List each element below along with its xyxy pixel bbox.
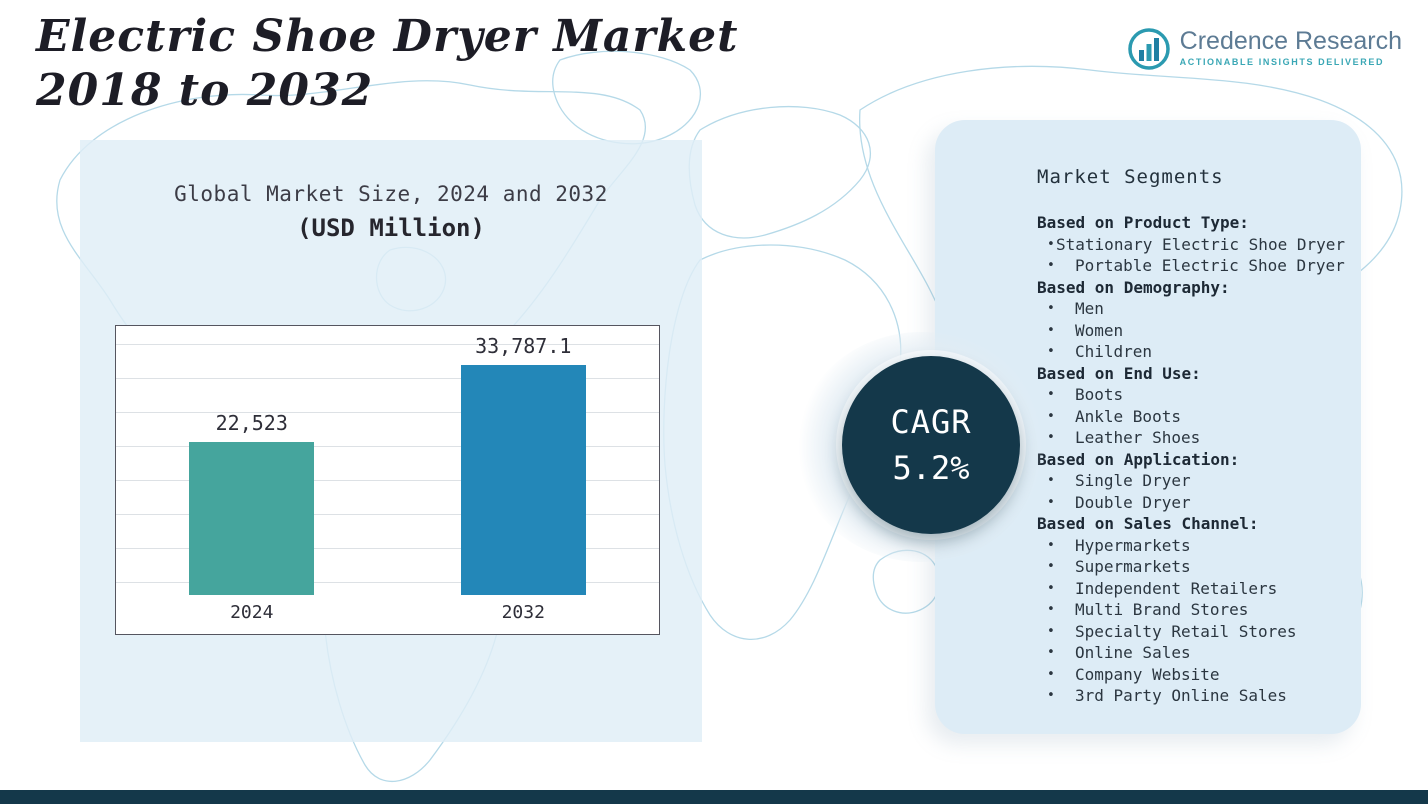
cagr-label: CAGR [890, 403, 972, 441]
credence-logo-icon [1127, 28, 1170, 70]
segment-group-heading: Based on Demography: [1037, 277, 1230, 297]
segment-item: • Men [1037, 298, 1345, 320]
cagr-badge-wrap: CAGR 5.2% [796, 332, 1046, 562]
segment-item-label: Boots [1075, 385, 1124, 404]
segment-item-label: Children [1075, 342, 1153, 361]
bar-value-label: 33,787.1 [475, 334, 572, 358]
segment-item-label: Leather Shoes [1075, 428, 1201, 447]
segment-group-heading: Based on Product Type: [1037, 213, 1249, 232]
segment-item-label: Independent Retailers [1075, 578, 1278, 598]
segment-item-label: Ankle Boots [1075, 406, 1181, 426]
page-title-line1: Electric Shoe Dryer Market [36, 11, 739, 62]
bullet-icon: • [1047, 236, 1055, 252]
page-title: Electric Shoe Dryer Market 2018 to 2032 [36, 10, 738, 117]
segment-groups: Based on Product Type: • Stationary Electr… [1037, 212, 1345, 707]
segment-item: • Portable Electric Shoe Dryer [1037, 255, 1345, 277]
segment-item-label: Supermarkets [1075, 557, 1191, 576]
brand-logo-text: Credence Research Actionable Insights De… [1179, 27, 1402, 68]
footer-bar [0, 790, 1428, 804]
segment-item-label: Double Dryer [1075, 492, 1191, 512]
segment-item: • Leather Shoes [1037, 427, 1345, 449]
segment-item-label: Online Sales [1075, 643, 1191, 662]
bullet-icon: • [1047, 258, 1055, 273]
chart-subtitle: (USD Million) [297, 214, 485, 242]
bullet-icon: • [1047, 301, 1055, 316]
bar [460, 365, 586, 595]
segment-item-label: Portable Electric Shoe Dryer [1075, 256, 1345, 275]
bar-group-2032: 33,787.1 2032 [460, 318, 586, 634]
bar-group-2024: 22,523 2024 [189, 318, 315, 634]
bullet-icon: • [1047, 344, 1055, 359]
segment-item-label: Women [1075, 320, 1124, 340]
bullet-icon: • [1047, 645, 1055, 660]
segment-item-label: Stationary Electric Shoe Dryer [1056, 234, 1345, 254]
chart-bars: 22,523 2024 33,787.1 2032 [116, 326, 659, 634]
segment-item: • Supermarkets [1037, 556, 1345, 578]
segment-item-label: Specialty Retail Stores [1075, 621, 1297, 641]
chart-panel: Global Market Size, 2024 and 2032 (USD M… [80, 140, 702, 742]
segment-item: • Boots [1037, 384, 1345, 406]
cagr-badge: CAGR 5.2% [842, 356, 1020, 534]
segment-item: • Independent Retailers [1037, 578, 1345, 600]
bullet-icon: • [1047, 408, 1055, 424]
bullet-icon: • [1047, 537, 1055, 553]
bullet-icon: • [1047, 387, 1055, 402]
segment-group-heading: Based on Application: [1037, 449, 1240, 469]
segment-item: • Company Website [1037, 664, 1345, 686]
brand-name: Credence Research [1179, 27, 1402, 55]
segment-item-label: Single Dryer [1075, 471, 1191, 490]
segment-item-label: Men [1075, 299, 1104, 318]
segment-item: • Hypermarkets [1037, 535, 1345, 557]
segment-item: • Specialty Retail Stores [1037, 621, 1345, 643]
bullet-icon: • [1047, 602, 1055, 617]
bullet-icon: • [1047, 494, 1055, 510]
segment-group-heading: Based on Sales Channel: [1037, 514, 1259, 533]
bullet-icon: • [1047, 430, 1055, 445]
segments-title: Market Segments [1037, 166, 1224, 188]
segment-group-heading: Based on End Use: [1037, 363, 1201, 383]
bullet-icon: • [1047, 473, 1055, 488]
chart-title: Global Market Size, 2024 and 2032 [174, 182, 608, 206]
segment-item-label: Company Website [1075, 664, 1220, 684]
bullet-icon: • [1047, 666, 1055, 682]
brand-logo: Credence Research Actionable Insights De… [1127, 27, 1402, 70]
segment-item: • Single Dryer [1037, 470, 1345, 492]
segment-item-label: 3rd Party Online Sales [1075, 686, 1287, 705]
segment-item: • Ankle Boots [1037, 406, 1345, 428]
bullet-icon: • [1047, 322, 1055, 338]
segment-item: • Multi Brand Stores [1037, 599, 1345, 621]
segment-item-label: Hypermarkets [1075, 535, 1191, 555]
cagr-value: 5.2% [892, 449, 970, 487]
bar-category-label: 2024 [230, 602, 274, 623]
brand-tagline: Actionable Insights Delivered [1179, 57, 1385, 68]
segment-item-label: Multi Brand Stores [1075, 600, 1249, 619]
bullet-icon: • [1047, 623, 1055, 639]
bar-category-label: 2032 [501, 602, 545, 623]
bar-chart: 22,523 2024 33,787.1 2032 [115, 325, 660, 635]
bullet-icon: • [1047, 580, 1055, 596]
segment-item: • Double Dryer [1037, 492, 1345, 514]
bullet-icon: • [1047, 559, 1055, 574]
bullet-icon: • [1047, 688, 1055, 703]
segment-item: • Women [1037, 320, 1345, 342]
segment-item: • 3rd Party Online Sales [1037, 685, 1345, 707]
segment-item: • Children [1037, 341, 1345, 363]
bar-value-label: 22,523 [215, 411, 288, 435]
segment-item: • Stationary Electric Shoe Dryer [1037, 234, 1345, 256]
bar [189, 442, 315, 595]
page-title-line2: 2018 to 2032 [36, 64, 374, 116]
segment-item: • Online Sales [1037, 642, 1345, 664]
